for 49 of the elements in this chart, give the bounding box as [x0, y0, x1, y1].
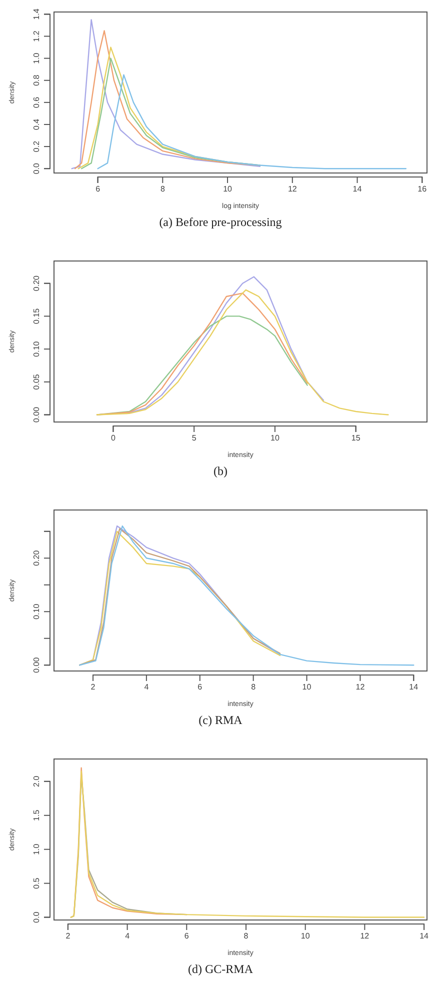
x-tick-label: 12	[360, 932, 370, 941]
x-tick-label: 15	[351, 434, 361, 443]
text: (b)	[214, 464, 228, 478]
y-tick-label: 0.10	[32, 603, 42, 620]
text: (a) Before pre-processing	[159, 215, 282, 229]
y-tick-label: 0.0	[32, 911, 42, 923]
x-tick-label: 12	[288, 184, 298, 194]
x-tick-label: 2	[66, 932, 71, 941]
y-tick-label: 0.5	[32, 877, 42, 889]
x-tick-label: 4	[144, 682, 150, 692]
x-tick-label: 12	[356, 682, 366, 692]
x-tick-label: 6	[198, 682, 203, 692]
x-tick-label: 4	[125, 932, 130, 941]
y-tick-label: 0.20	[32, 275, 42, 292]
x-tick-label: 0	[110, 434, 116, 443]
y-tick-label: 0.4	[32, 118, 42, 130]
x-tick-label: 8	[160, 184, 166, 194]
x-tick-label: 2	[90, 682, 96, 692]
x-tick-label: 10	[302, 682, 312, 692]
y-tick-label: 1.0	[32, 52, 42, 64]
text: (c) RMA	[198, 713, 243, 727]
x-tick-label: 8	[251, 682, 256, 692]
y-tick-label: 0.00	[32, 656, 42, 673]
x-tick-label: 6	[96, 184, 101, 194]
y-tick-label: 2.0	[32, 775, 42, 787]
x-tick-label: 5	[192, 434, 197, 443]
y-tick-label: 1.0	[32, 843, 42, 855]
x-tick-label: 14	[352, 184, 362, 194]
y-tick-label: 1.2	[32, 30, 42, 42]
x-tick-label: 16	[418, 184, 428, 194]
y-tick-label: 0.00	[32, 406, 42, 423]
y-tick-label: 0.2	[32, 140, 42, 152]
x-tick-label: 14	[409, 682, 419, 692]
x-tick-label: 10	[270, 434, 280, 443]
y-tick-label: 0.10	[32, 340, 42, 357]
text: (d) GC-RMA	[188, 962, 254, 976]
y-tick-label: 0.05	[32, 374, 42, 390]
x-tick-label: 10	[300, 932, 310, 941]
x-tick-label: 14	[420, 932, 429, 941]
x-tick-label: 10	[223, 184, 233, 194]
y-tick-label: 1.5	[32, 809, 42, 821]
y-tick-label: 0.0	[32, 162, 42, 174]
y-tick-label: 1.4	[32, 8, 42, 20]
x-tick-label: 8	[244, 932, 249, 941]
y-tick-label: 0.20	[32, 550, 42, 566]
y-tick-label: 0.15	[32, 308, 42, 324]
y-tick-label: 0.8	[32, 74, 42, 86]
y-tick-label: 0.6	[32, 96, 42, 108]
x-tick-label: 6	[184, 932, 190, 941]
